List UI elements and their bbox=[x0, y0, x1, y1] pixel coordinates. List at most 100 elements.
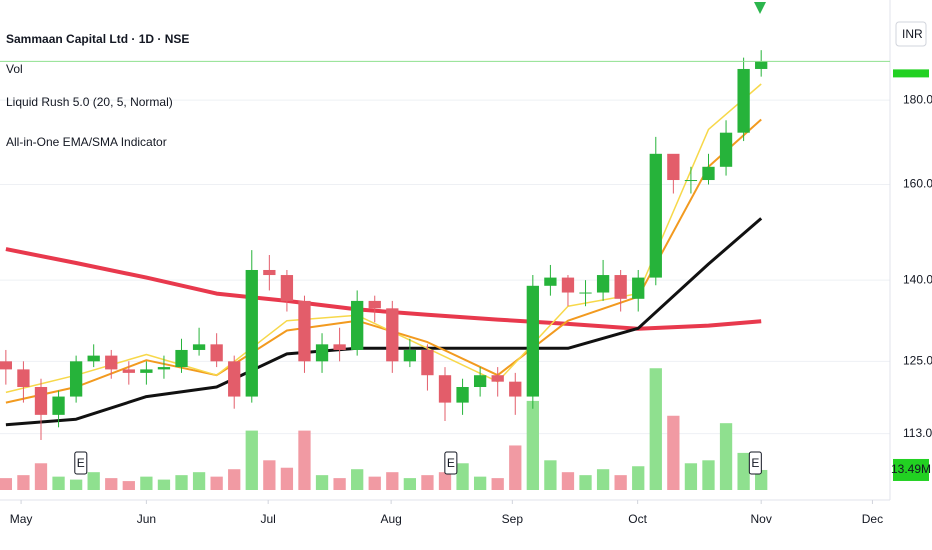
indicator-name[interactable]: All-in-One EMA/SMA Indicator bbox=[6, 135, 167, 149]
volume-bar bbox=[122, 481, 135, 490]
candle-body bbox=[386, 308, 399, 362]
volume-bar bbox=[386, 472, 399, 490]
indicator-name[interactable]: Vol bbox=[6, 62, 23, 76]
candle-body bbox=[105, 355, 118, 370]
candle-body bbox=[228, 361, 241, 397]
candle-body bbox=[561, 277, 575, 293]
candle-body bbox=[0, 361, 13, 370]
candle-body bbox=[579, 292, 592, 294]
candle-body bbox=[403, 349, 417, 362]
candle-body bbox=[263, 269, 276, 276]
candle-body bbox=[34, 386, 48, 415]
candle-body bbox=[544, 277, 557, 286]
x-tick-label: Oct bbox=[628, 512, 647, 526]
y-tick-label: 160.00 bbox=[903, 177, 932, 191]
candle-body bbox=[755, 61, 768, 69]
candle-body bbox=[210, 344, 223, 362]
event-box bbox=[444, 451, 458, 475]
volume-bar bbox=[263, 460, 276, 490]
volume-bar bbox=[368, 476, 381, 490]
currency: INR bbox=[902, 27, 923, 41]
volume-bar bbox=[280, 467, 294, 490]
x-tick-label: Sep bbox=[502, 512, 524, 526]
candle-body bbox=[491, 375, 504, 382]
volume-bar bbox=[34, 463, 48, 490]
candle-body bbox=[17, 369, 30, 387]
volume-bar bbox=[737, 452, 750, 490]
volume-bar bbox=[52, 476, 65, 490]
candle-body bbox=[614, 275, 627, 299]
x-tick-label: Nov bbox=[751, 512, 772, 526]
volume-bar bbox=[140, 476, 153, 490]
last-price-box bbox=[893, 69, 929, 78]
candle-body bbox=[473, 375, 487, 387]
volume-label: 13.49M bbox=[891, 462, 931, 476]
volume-bar bbox=[17, 475, 30, 490]
volume-bar bbox=[438, 472, 452, 490]
volume-bar bbox=[421, 475, 434, 490]
candle-body bbox=[140, 369, 153, 373]
x-tick-label: Aug bbox=[380, 512, 401, 526]
candle-body bbox=[298, 300, 311, 362]
candle-body bbox=[456, 386, 469, 403]
candle-body bbox=[737, 68, 750, 133]
volume-bar bbox=[596, 469, 610, 490]
volume-bar bbox=[684, 463, 698, 490]
volume-bar bbox=[702, 460, 715, 490]
volume-bar bbox=[509, 445, 522, 490]
signal-arrow bbox=[754, 2, 766, 14]
candles bbox=[0, 50, 768, 440]
candle-body bbox=[421, 349, 434, 376]
volume-bar bbox=[456, 463, 469, 490]
candle-body bbox=[315, 344, 329, 362]
event-box bbox=[74, 451, 88, 475]
candle-body bbox=[69, 361, 83, 397]
volume-bar bbox=[544, 460, 557, 490]
candle-body bbox=[509, 381, 522, 397]
indicator-name[interactable]: Liquid Rush 5.0 (20, 5, Normal) bbox=[6, 95, 173, 109]
candle-body bbox=[87, 355, 100, 362]
y-tick-label: 140.00 bbox=[903, 272, 932, 286]
candle-body bbox=[122, 369, 135, 373]
volume-bar bbox=[0, 478, 13, 490]
event-label: E bbox=[77, 456, 85, 470]
volume-bar bbox=[87, 472, 100, 490]
volume-bar bbox=[403, 478, 417, 490]
candle-body bbox=[192, 344, 206, 350]
volume-bar bbox=[491, 478, 504, 490]
candle-body bbox=[667, 153, 680, 181]
candle-body bbox=[632, 277, 645, 299]
volume-bar bbox=[561, 472, 575, 490]
volume-bar bbox=[228, 469, 241, 490]
volume-bar bbox=[614, 475, 627, 490]
candle-body bbox=[280, 275, 294, 301]
volume-bar bbox=[526, 400, 539, 490]
x-tick-label: Jul bbox=[260, 512, 275, 526]
event-label: E bbox=[751, 456, 759, 470]
volume-bar bbox=[333, 478, 346, 490]
volume-pane bbox=[0, 368, 768, 490]
candle-body bbox=[368, 300, 381, 309]
currency-box[interactable] bbox=[895, 21, 927, 47]
volume-bar bbox=[69, 479, 83, 490]
chart-title: Sammaan Capital Ltd · 1D · NSE bbox=[6, 32, 189, 46]
volume-bar bbox=[298, 430, 311, 490]
y-tick-label: 180.00 bbox=[903, 92, 932, 106]
volume-bar bbox=[315, 475, 329, 490]
volume-bar bbox=[351, 469, 364, 490]
candle-body bbox=[702, 166, 715, 181]
volume-bar bbox=[719, 423, 733, 490]
event-label: E bbox=[447, 456, 455, 470]
x-tick-label: Dec bbox=[862, 512, 883, 526]
candle-body bbox=[526, 285, 539, 397]
volume-bar bbox=[175, 475, 188, 490]
y-tick-label: 125.00 bbox=[903, 353, 932, 367]
candle-body bbox=[684, 180, 698, 182]
candle-body bbox=[649, 153, 662, 278]
volume-bar bbox=[755, 469, 768, 490]
volume-bar bbox=[649, 368, 662, 490]
candle-body bbox=[719, 132, 733, 167]
volume-bar bbox=[667, 415, 680, 490]
